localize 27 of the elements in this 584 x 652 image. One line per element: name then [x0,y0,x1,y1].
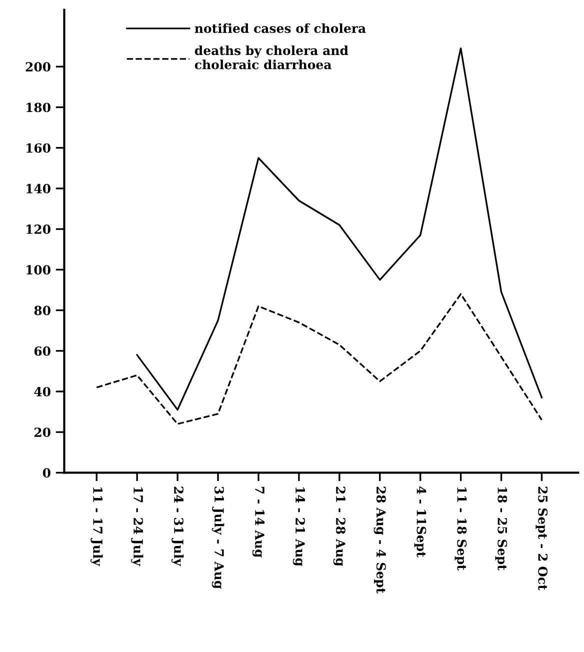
y-tick-label: 20 [34,428,50,438]
x-tick-label: 11 - 17 July [90,487,103,566]
y-tick-label: 140 [26,184,50,194]
x-tick-label: 17 - 24 July [130,487,144,566]
y-tick-label: 120 [26,224,50,234]
line-series [136,48,543,411]
x-tick-label: 11 - 18 Sept [454,487,467,570]
x-tick-label: 21 - 28 Aug [333,486,346,566]
y-tick-label: 200 [26,62,50,72]
y-tick-label: 100 [26,265,50,275]
y-tick-label: 160 [26,143,50,153]
x-tick-label: 18 - 25 Sept [495,487,508,570]
line-series [96,293,543,425]
x-tick-label: 14 - 21 Aug [292,487,305,566]
x-tick-label: 7 - 14 Aug [252,486,264,558]
x-tick-label: 31 July - 7 Aug [212,486,224,589]
x-tick-label: 28 Aug - 4 Sept [374,486,386,594]
y-tick-label: 180 [26,102,50,112]
y-tick-label: 40 [34,386,50,396]
x-tick-label: 24 - 31 July [171,486,184,566]
y-tick-label: 60 [34,346,50,356]
y-tick-label: 0 [42,468,50,478]
y-tick-label: 80 [34,306,50,316]
legend-label: deaths by cholera and choleraic diarrhoea [194,45,348,70]
x-tick-label: 4 - 11Sept [414,486,426,558]
x-tick-label: 25 Sept - 2 Oct [536,486,548,590]
legend-label: notified cases of cholera [194,23,366,34]
